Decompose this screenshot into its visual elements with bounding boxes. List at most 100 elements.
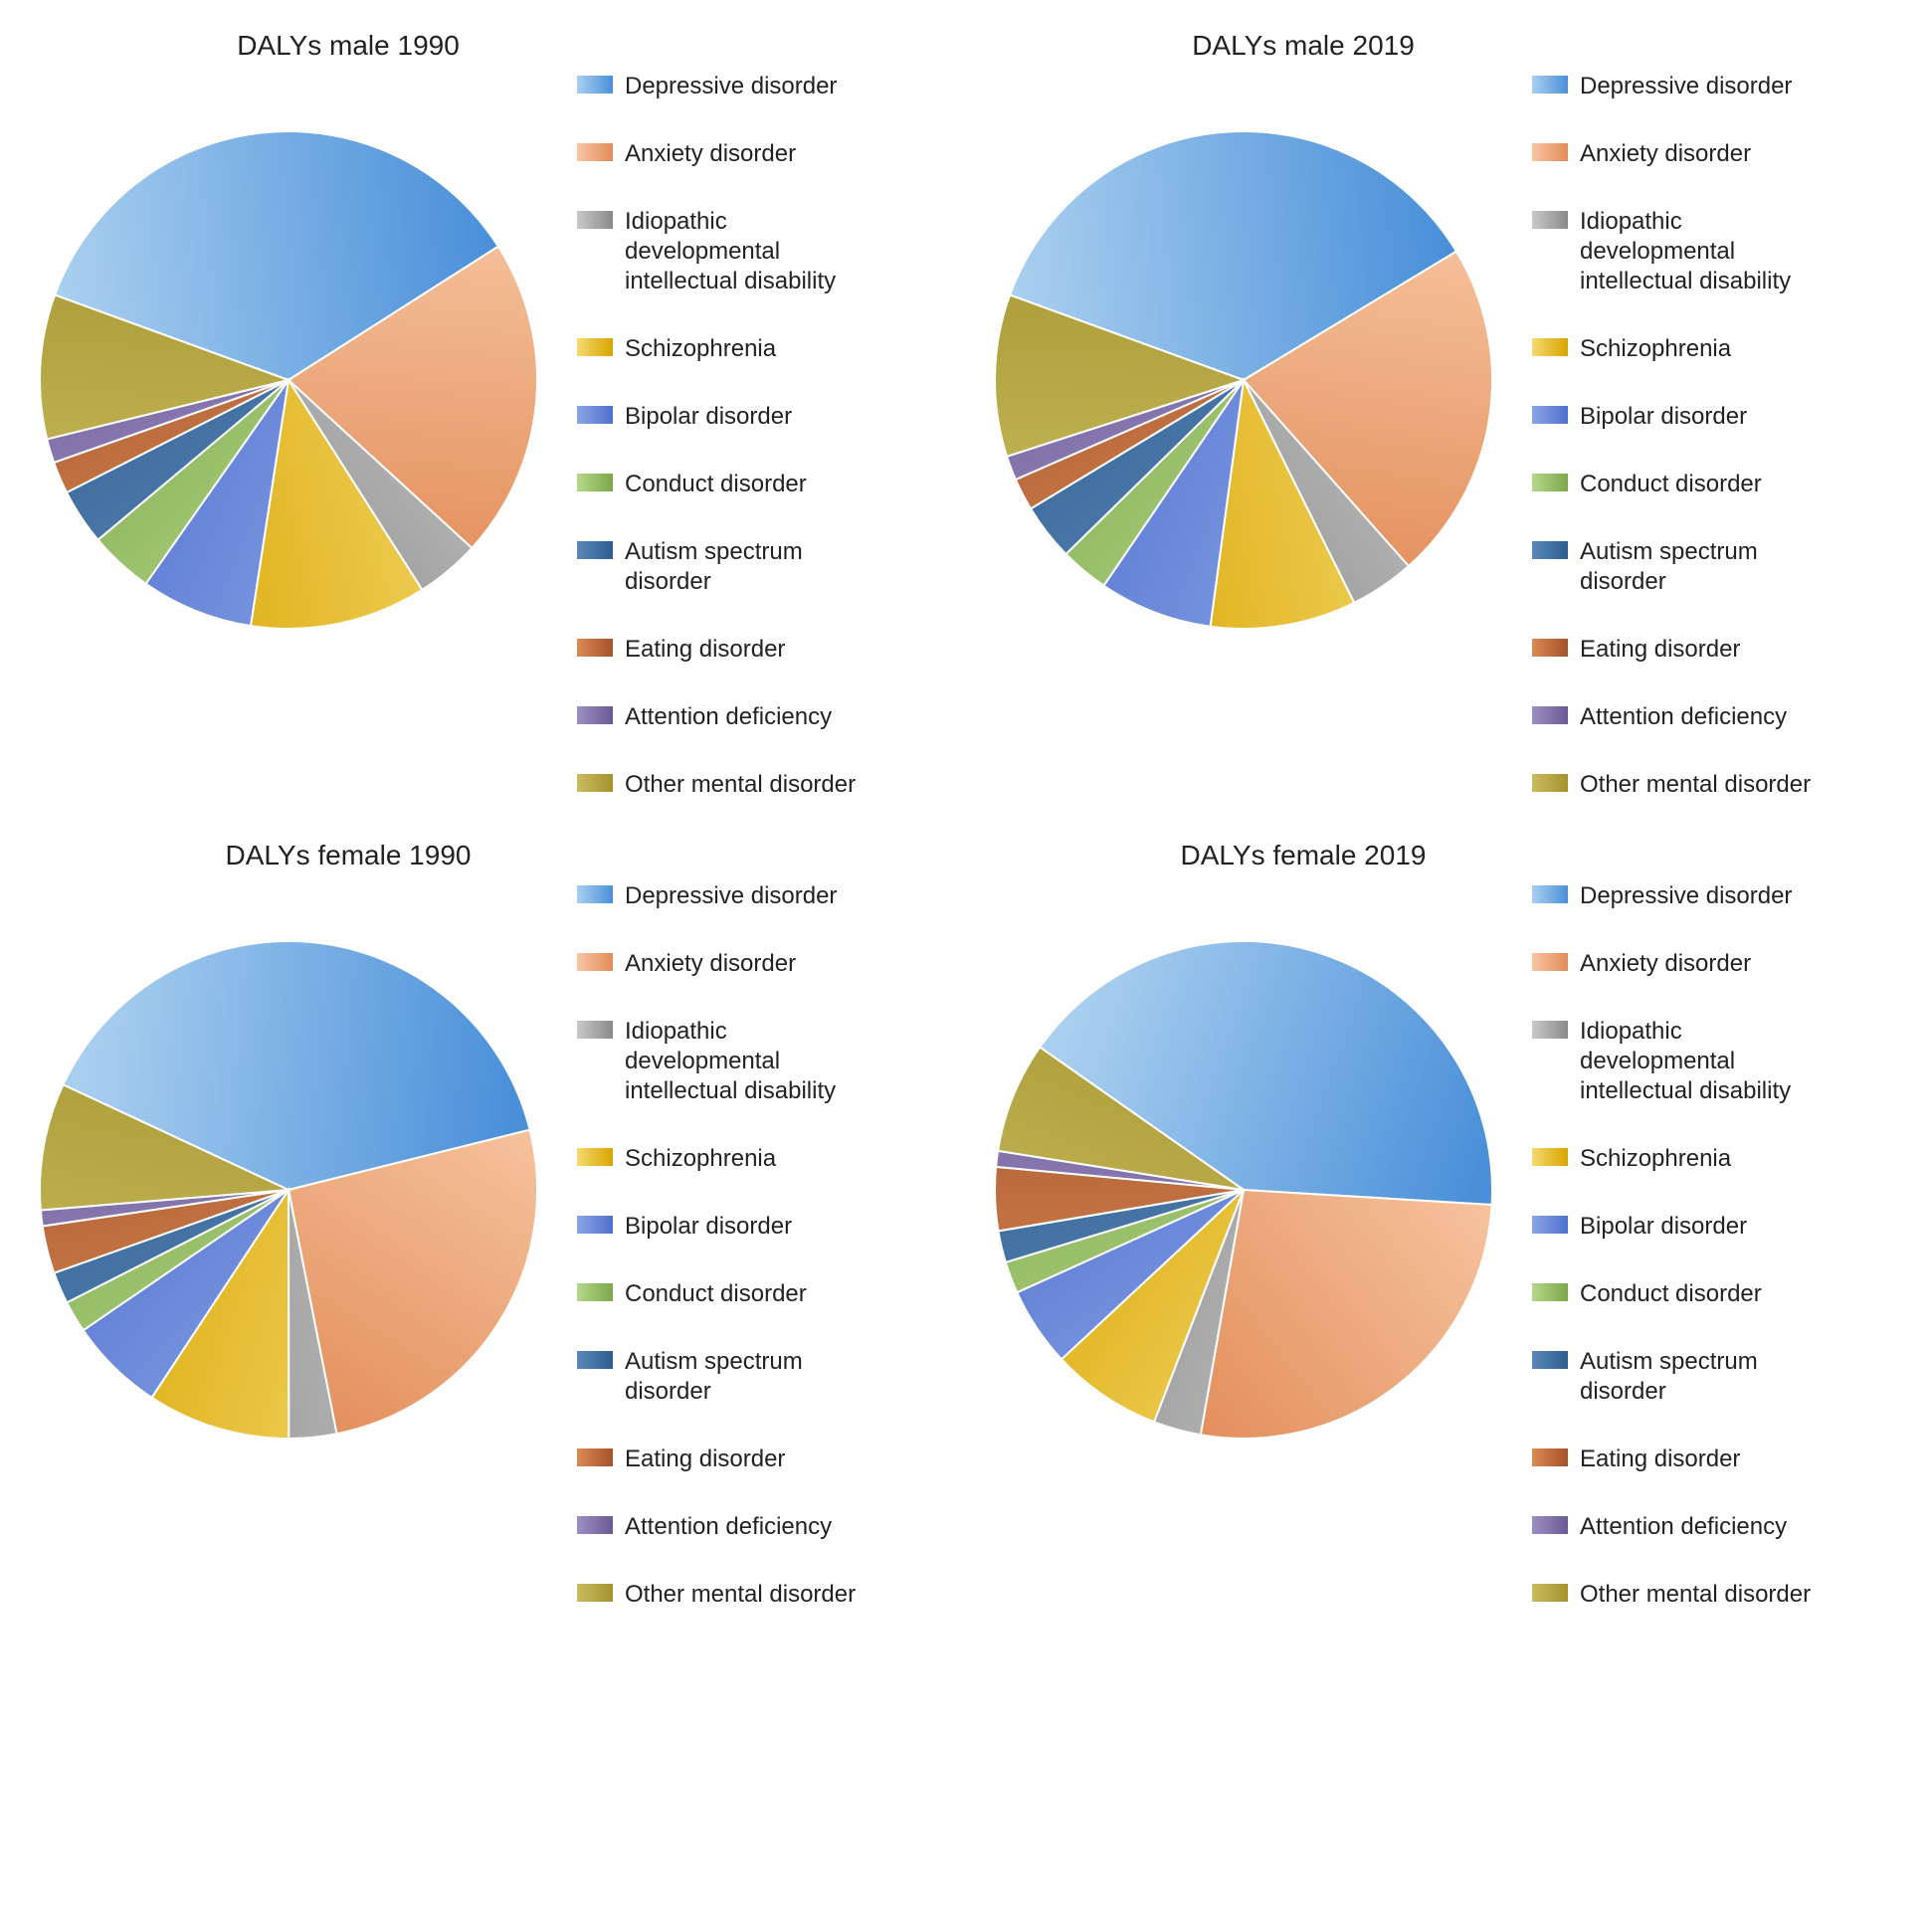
legend-swatch	[577, 1516, 613, 1534]
legend-swatch	[1532, 1448, 1568, 1466]
legend-item-conduct: Conduct disorder	[1532, 470, 1900, 499]
legend-swatch	[1532, 406, 1568, 424]
legend-label: Anxiety disorder	[1580, 949, 1751, 979]
legend-label: Bipolar disorder	[1580, 402, 1747, 432]
legend-label: Bipolar disorder	[625, 1212, 792, 1242]
legend-swatch	[1532, 1021, 1568, 1039]
legend-swatch	[1532, 953, 1568, 971]
legend-item-attention: Attention deficiency	[577, 1512, 945, 1542]
pie-wrap	[30, 881, 547, 1453]
legend-swatch	[1532, 706, 1568, 724]
legend-swatch	[577, 1448, 613, 1466]
legend: Depressive disorderAnxiety disorderIdiop…	[1502, 72, 1900, 800]
legend-item-schizophrenia: Schizophrenia	[1532, 334, 1900, 364]
legend-swatch	[577, 211, 613, 229]
legend-item-anxiety: Anxiety disorder	[577, 139, 945, 169]
legend-label: Autism spectrum disorder	[1580, 537, 1838, 597]
legend-label: Other mental disorder	[1580, 1580, 1811, 1610]
legend-item-autism: Autism spectrum disorder	[577, 1347, 945, 1407]
legend-swatch	[1532, 541, 1568, 559]
legend-label: Other mental disorder	[625, 1580, 856, 1610]
legend-item-attention: Attention deficiency	[577, 702, 945, 732]
legend-item-depressive: Depressive disorder	[1532, 881, 1900, 911]
legend-swatch	[577, 76, 613, 94]
legend-item-other: Other mental disorder	[577, 770, 945, 800]
legend-label: Anxiety disorder	[625, 139, 796, 169]
chart-panel-male_2019: DALYs male 2019Depressive disorderAnxiet…	[985, 30, 1900, 800]
legend-swatch	[1532, 1516, 1568, 1534]
legend-label: Schizophrenia	[625, 334, 776, 364]
legend-swatch	[577, 1021, 613, 1039]
legend-item-attention: Attention deficiency	[1532, 702, 1900, 732]
legend-label: Other mental disorder	[625, 770, 856, 800]
legend-swatch	[1532, 76, 1568, 94]
legend-label: Autism spectrum disorder	[625, 537, 883, 597]
legend-label: Conduct disorder	[625, 1279, 807, 1309]
chart-body: Depressive disorderAnxiety disorderIdiop…	[30, 881, 945, 1610]
legend-label: Conduct disorder	[625, 470, 807, 499]
legend-swatch	[577, 1216, 613, 1234]
legend-label: Bipolar disorder	[625, 402, 792, 432]
legend-label: Conduct disorder	[1580, 1279, 1762, 1309]
legend-item-bipolar: Bipolar disorder	[1532, 1212, 1900, 1242]
legend-item-conduct: Conduct disorder	[577, 470, 945, 499]
legend-swatch	[1532, 1283, 1568, 1301]
legend-item-other: Other mental disorder	[1532, 1580, 1900, 1610]
pie-chart	[985, 121, 1502, 639]
legend-label: Depressive disorder	[625, 72, 837, 101]
legend-item-bipolar: Bipolar disorder	[1532, 402, 1900, 432]
pie-chart	[30, 121, 547, 639]
pie-wrap	[985, 881, 1502, 1453]
legend-swatch	[1532, 639, 1568, 657]
legend-swatch	[577, 1148, 613, 1166]
chart-body: Depressive disorderAnxiety disorderIdiop…	[985, 72, 1900, 800]
chart-grid: DALYs male 1990Depressive disorderAnxiet…	[30, 30, 1900, 1610]
legend: Depressive disorderAnxiety disorderIdiop…	[1502, 881, 1900, 1610]
legend-swatch	[1532, 1351, 1568, 1369]
legend-item-anxiety: Anxiety disorder	[1532, 139, 1900, 169]
legend-label: Attention deficiency	[625, 1512, 832, 1542]
legend-label: Attention deficiency	[1580, 702, 1787, 732]
legend-label: Attention deficiency	[1580, 1512, 1787, 1542]
legend-swatch	[577, 338, 613, 356]
legend-item-bipolar: Bipolar disorder	[577, 1212, 945, 1242]
legend-label: Idiopathic developmental intellectual di…	[1580, 207, 1838, 296]
legend: Depressive disorderAnxiety disorderIdiop…	[547, 881, 945, 1610]
legend-item-idd: Idiopathic developmental intellectual di…	[577, 207, 945, 296]
pie-chart	[30, 931, 547, 1448]
legend-label: Bipolar disorder	[1580, 1212, 1747, 1242]
legend-label: Idiopathic developmental intellectual di…	[625, 207, 883, 296]
legend-item-eating: Eating disorder	[577, 1445, 945, 1474]
legend-swatch	[1532, 143, 1568, 161]
legend-label: Eating disorder	[625, 1445, 785, 1474]
legend-label: Anxiety disorder	[625, 949, 796, 979]
legend-item-autism: Autism spectrum disorder	[1532, 537, 1900, 597]
legend-label: Eating disorder	[1580, 635, 1740, 665]
legend-swatch	[577, 706, 613, 724]
legend-label: Depressive disorder	[1580, 881, 1792, 911]
legend-swatch	[577, 774, 613, 792]
legend-swatch	[577, 541, 613, 559]
legend-item-bipolar: Bipolar disorder	[577, 402, 945, 432]
legend-swatch	[577, 1283, 613, 1301]
legend: Depressive disorder Anxiety disorder Idiop…	[547, 72, 945, 800]
chart-panel-male_1990: DALYs male 1990Depressive disorderAnxiet…	[30, 30, 945, 800]
legend-item-anxiety: Anxiety disorder	[577, 949, 945, 979]
legend-item-other: Other mental disorder	[1532, 770, 1900, 800]
chart-body: Depressive disorder Anxiety disorder Idiop…	[30, 72, 945, 800]
legend-item-autism: Autism spectrum disorder	[577, 537, 945, 597]
legend-label: Depressive disorder	[625, 881, 837, 911]
legend-swatch	[1532, 1216, 1568, 1234]
legend-swatch	[1532, 338, 1568, 356]
legend-label: Eating disorder	[625, 635, 785, 665]
legend-label: Schizophrenia	[1580, 334, 1731, 364]
legend-swatch	[1532, 1148, 1568, 1166]
chart-title: DALYs female 2019	[706, 840, 1900, 871]
pie-slice-anxiety	[1201, 1190, 1492, 1439]
legend-swatch	[577, 1584, 613, 1602]
legend-label: Conduct disorder	[1580, 470, 1762, 499]
pie-chart	[985, 931, 1502, 1448]
legend-label: Other mental disorder	[1580, 770, 1811, 800]
pie-wrap	[985, 72, 1502, 644]
legend-label: Autism spectrum disorder	[1580, 1347, 1838, 1407]
